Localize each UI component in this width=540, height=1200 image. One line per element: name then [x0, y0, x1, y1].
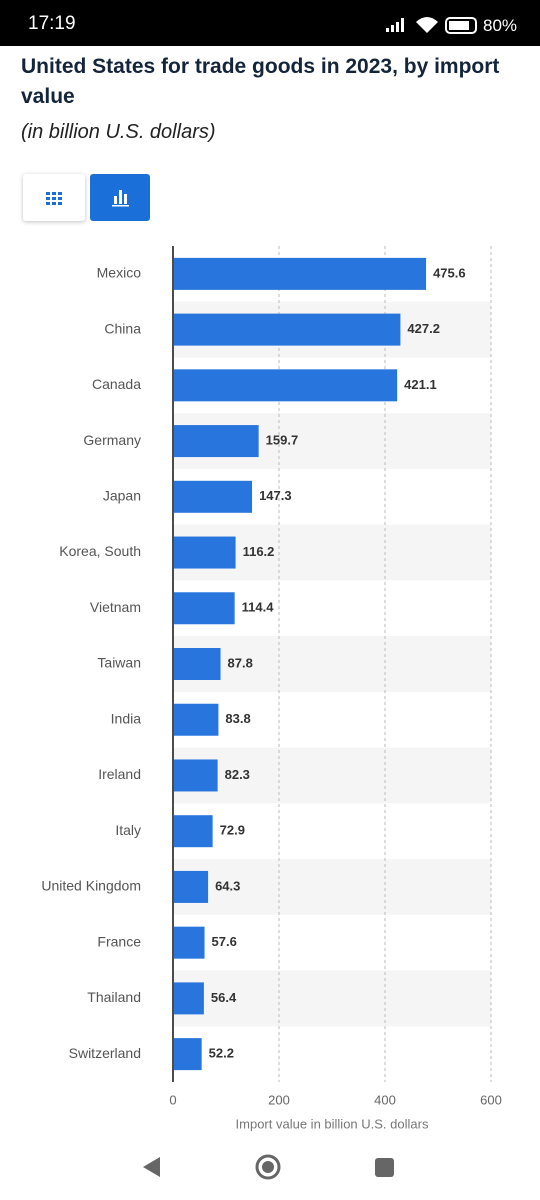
y-tick-label: Germany	[83, 432, 141, 448]
y-tick-label: Korea, South	[59, 543, 141, 559]
bar	[174, 1038, 202, 1071]
bar	[174, 815, 213, 848]
y-tick-label: Switzerland	[69, 1045, 141, 1061]
value-label: 421.1	[404, 377, 437, 392]
y-tick-label: Mexico	[97, 265, 142, 281]
bar	[174, 536, 236, 569]
chart-subtitle: (in billion U.S. dollars)	[21, 121, 216, 143]
value-label: 87.8	[228, 655, 253, 670]
y-tick-label: Ireland	[98, 766, 141, 782]
value-label: 52.2	[209, 1046, 234, 1061]
bar	[174, 926, 205, 959]
bar	[174, 257, 427, 290]
y-tick-label: Italy	[115, 822, 141, 838]
y-tick-label: India	[111, 710, 142, 726]
row-band	[173, 970, 491, 1027]
y-tick-label: China	[104, 320, 141, 336]
nav-home[interactable]	[255, 1154, 281, 1180]
bar	[174, 313, 401, 346]
bar	[174, 480, 253, 513]
value-label: 475.6	[433, 265, 466, 280]
row-band	[173, 859, 491, 915]
row-band	[173, 747, 491, 804]
y-tick-label: United Kingdom	[41, 878, 141, 894]
value-label: 114.4	[242, 600, 275, 615]
bar	[174, 759, 218, 792]
y-tick-label: Japan	[103, 488, 141, 504]
value-label: 82.3	[225, 767, 250, 782]
value-label: 72.9	[220, 823, 245, 838]
status-bar: 17:19 80%	[0, 0, 540, 46]
x-tick-label: 600	[480, 1092, 502, 1107]
value-label: 64.3	[215, 878, 240, 893]
chart-view-button[interactable]	[90, 174, 150, 221]
value-label: 159.7	[266, 433, 299, 448]
x-tick-label: 400	[374, 1092, 396, 1107]
table-view-button[interactable]	[23, 174, 85, 221]
nav-home-dot	[262, 1161, 274, 1173]
value-label: 57.6	[212, 934, 237, 949]
x-tick-label: 200	[268, 1092, 290, 1107]
chart-title: United States for trade goods in 2023, b…	[21, 55, 500, 108]
nav-back[interactable]	[143, 1157, 160, 1177]
bar	[174, 648, 221, 680]
y-tick-label: Taiwan	[97, 655, 141, 671]
clock: 17:19	[28, 13, 76, 34]
y-tick-label: Thailand	[87, 989, 141, 1005]
value-label: 147.3	[259, 488, 292, 503]
bar	[174, 703, 219, 736]
y-tick-label: Canada	[92, 376, 141, 392]
value-label: 83.8	[225, 711, 250, 726]
value-label: 56.4	[211, 990, 237, 1005]
y-tick-label: France	[97, 933, 141, 949]
bar	[174, 592, 235, 625]
row-band	[173, 636, 491, 692]
x-tick-label: 0	[169, 1092, 176, 1107]
value-label: 116.2	[243, 544, 275, 559]
battery-level: 80%	[483, 16, 518, 35]
y-tick-label: Vietnam	[90, 599, 141, 615]
bar	[174, 870, 209, 903]
bar	[174, 425, 259, 458]
status-icons	[386, 17, 477, 34]
bar	[174, 982, 204, 1015]
bar	[174, 369, 398, 402]
x-axis-label: Import value in billion U.S. dollars	[236, 1116, 429, 1131]
nav-recents[interactable]	[375, 1158, 394, 1177]
value-label: 427.2	[407, 321, 440, 336]
